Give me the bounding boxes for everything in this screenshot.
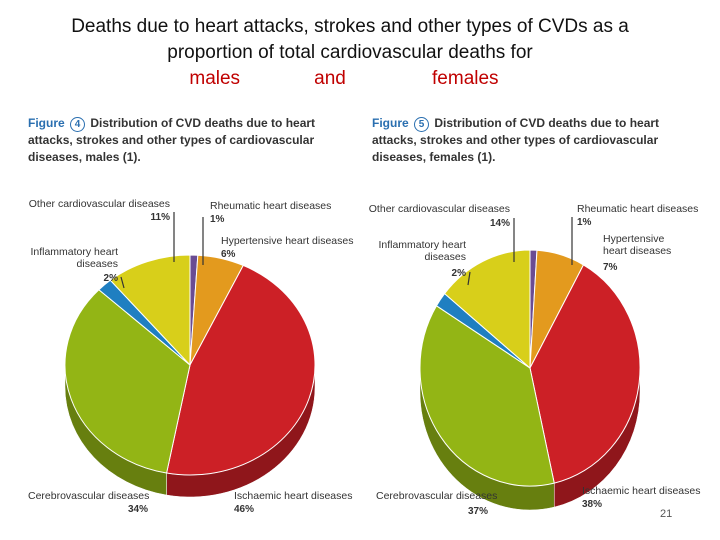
title-females: females (432, 68, 499, 89)
females-slice-cerebrovascular-diseases (419, 305, 555, 487)
females-value-rheumatic-heart-diseases: 1% (577, 217, 592, 228)
males-label-inflammatory-heart-diseases: Inflammatory heart diseases (30, 246, 118, 270)
title-line-1: Deaths due to heart attacks, strokes and… (71, 16, 629, 37)
males-value-other-cardiovascular-diseases: 11% (151, 212, 171, 223)
males-slice-ischaemic-heart-diseases (165, 264, 316, 476)
males-value-inflammatory-heart-diseases: 2% (104, 273, 119, 284)
pie-chart-females: Rheumatic heart diseases 1% Hypertensive he… (369, 203, 701, 517)
females-label-cerebrovascular-diseases: Cerebrovascular diseases (376, 490, 497, 502)
pie-chart-males: Rheumatic heart diseases 1% Hypertensive h… (28, 198, 354, 515)
males-value-cerebrovascular-diseases: 34% (128, 504, 148, 515)
figure-4-word: Figure (28, 116, 65, 130)
males-slice-other-cardiovascular-diseases (109, 254, 191, 367)
males-leader-inflammatory-heart-diseases (120, 276, 125, 289)
males-slice-cerebrovascular-diseases (64, 289, 191, 474)
males-value-rheumatic-heart-diseases: 1% (210, 214, 225, 225)
females-value-inflammatory-heart-diseases: 2% (452, 268, 467, 279)
figure-5-word: Figure (372, 116, 409, 130)
page-number: 21 (660, 508, 673, 520)
males-label-other-cardiovascular-diseases: Other cardiovascular diseases (29, 198, 170, 210)
title-males: males (189, 68, 241, 89)
figure-4-caption: Distribution of CVD deaths due to heart … (28, 116, 316, 164)
females-slice-ischaemic-heart-diseases (529, 264, 641, 484)
females-label-other-cardiovascular-diseases: Other cardiovascular diseases (369, 203, 510, 215)
females-value-cerebrovascular-diseases: 37% (468, 506, 488, 517)
males-label-ischaemic-heart-diseases: Ischaemic heart diseases (234, 490, 352, 502)
females-leader-inflammatory-heart-diseases (467, 271, 471, 286)
females-label-rheumatic-heart-diseases: Rheumatic heart diseases (577, 203, 698, 215)
title-line-3: males and females (0, 66, 700, 92)
figure-4-heading: Figure 4 Distribution of CVD deaths due … (28, 115, 328, 166)
males-label-hypertensive-heart-diseases: Hypertensive heart diseases (221, 235, 354, 247)
females-value-ischaemic-heart-diseases: 38% (582, 499, 602, 510)
males-label-rheumatic-heart-diseases: Rheumatic heart diseases (210, 200, 331, 212)
males-label-cerebrovascular-diseases: Cerebrovascular diseases (28, 490, 149, 502)
figure-5-caption: Distribution of CVD deaths due to heart … (372, 116, 660, 164)
slide-title: Deaths due to heart attacks, strokes and… (0, 14, 700, 92)
figure-5-heading: Figure 5 Distribution of CVD deaths due … (372, 115, 672, 166)
title-line-2: proportion of total cardiovascular death… (167, 42, 533, 63)
females-label-ischaemic-heart-diseases: Ischaemic heart diseases (582, 485, 700, 497)
females-slice-other-cardiovascular-diseases (443, 249, 531, 370)
females-label-inflammatory-heart-diseases: Inflammatory heart diseases (378, 239, 466, 263)
females-value-hypertensive-heart-diseases: 7% (603, 262, 618, 273)
females-label-hypertensive-heart-diseases: Hypertensive heart diseases (603, 233, 671, 257)
title-and: and (314, 68, 346, 89)
females-value-other-cardiovascular-diseases: 14% (490, 218, 510, 229)
males-value-hypertensive-heart-diseases: 6% (221, 249, 236, 260)
males-value-ischaemic-heart-diseases: 46% (234, 504, 254, 515)
